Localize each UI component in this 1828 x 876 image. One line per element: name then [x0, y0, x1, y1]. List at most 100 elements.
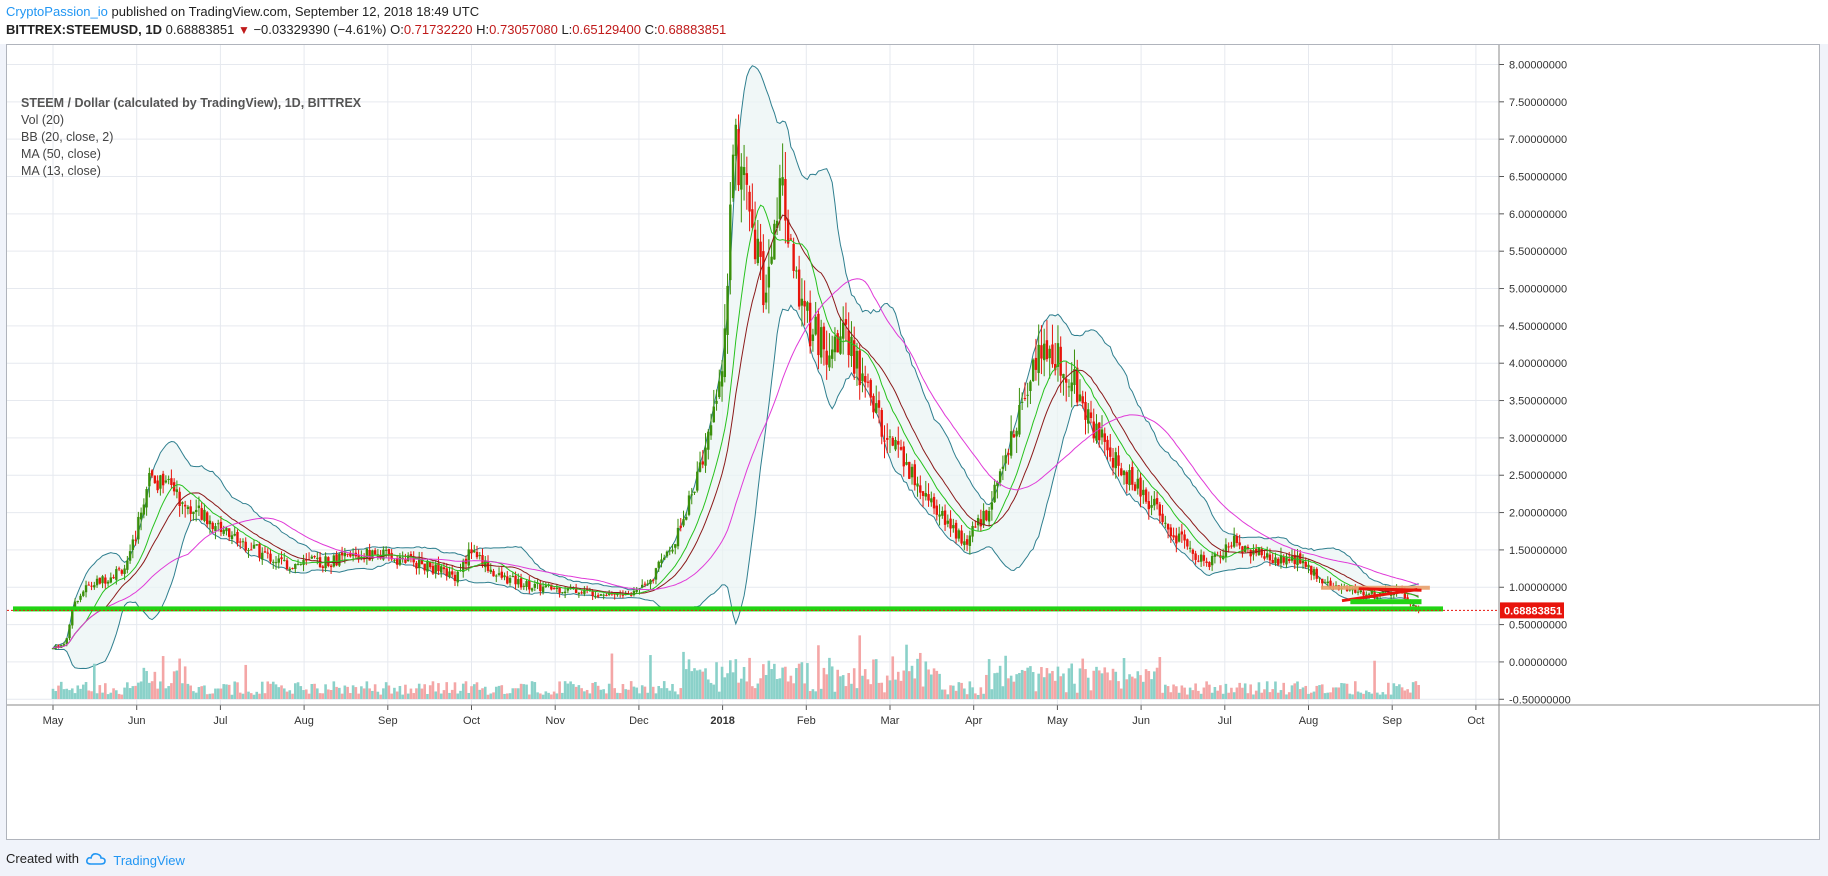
tradingview-label[interactable]: TradingView	[113, 853, 185, 868]
volume-bar	[913, 678, 917, 699]
volume-bar	[927, 669, 930, 699]
candle-body	[1161, 513, 1164, 523]
candle-body	[225, 527, 228, 532]
volume-bar	[1323, 693, 1327, 699]
volume-bar	[1103, 667, 1107, 699]
volume-bar	[1285, 694, 1288, 699]
volume-bar	[426, 694, 429, 699]
candle-body	[1329, 580, 1332, 588]
volume-bar	[288, 690, 292, 699]
open-label: O:	[390, 22, 404, 37]
volume-bar	[1337, 687, 1341, 699]
volume-bar	[1180, 685, 1184, 699]
candle-body	[296, 563, 300, 565]
x-tick-label: 2018	[710, 715, 734, 727]
candle-body	[753, 229, 757, 260]
volume-bar	[830, 666, 834, 699]
author-link[interactable]: CryptoPassion_io	[6, 4, 108, 19]
volume-bar	[172, 671, 176, 699]
indicator-ma13[interactable]: MA (13, close)	[21, 164, 101, 178]
volume-bar	[379, 694, 382, 699]
volume-bar	[825, 674, 828, 699]
volume-bar	[1351, 694, 1354, 699]
x-tick-label: Oct	[463, 715, 480, 727]
volume-bar	[1056, 666, 1060, 699]
candle-body	[1277, 558, 1280, 565]
tradingview-brand[interactable]: TradingView	[86, 848, 185, 868]
volume-bar	[1417, 684, 1420, 699]
volume-bar	[572, 684, 575, 699]
volume-bar	[189, 685, 192, 699]
volume-bar	[1026, 667, 1029, 699]
candle-body	[228, 528, 231, 537]
volume-bar	[712, 684, 716, 699]
candle-body	[844, 319, 848, 325]
candle-body	[164, 480, 168, 483]
volume-bar	[1177, 692, 1181, 699]
candle-body	[698, 462, 702, 472]
candle-body	[189, 506, 192, 514]
volume-bar	[489, 693, 493, 699]
candle-body	[183, 504, 187, 507]
candle-body	[1177, 533, 1181, 542]
candle-body	[960, 530, 963, 544]
volume-bar	[161, 656, 165, 699]
volume-bar	[863, 669, 867, 699]
candle-body	[208, 520, 212, 525]
chart-frame[interactable]: 8.00000000 7.50000000 7.00000000 6.50000000…	[6, 44, 1820, 840]
candle-body	[343, 552, 347, 557]
candle-body	[607, 593, 611, 595]
indicator-legend: STEEM / Dollar (calculated by TradingVie…	[21, 95, 361, 180]
candle-body	[580, 592, 583, 594]
volume-bar	[1064, 692, 1068, 699]
candle-body	[679, 525, 682, 528]
volume-bar	[117, 693, 121, 699]
high-value: 0.73057080	[489, 22, 558, 37]
moving-averages	[52, 204, 1419, 649]
volume-bar	[1015, 674, 1018, 699]
volume-bar	[1279, 690, 1283, 699]
volume-bar	[1169, 692, 1173, 699]
candle-body	[1230, 545, 1233, 547]
candle-body	[1188, 547, 1192, 549]
volume-bar	[720, 666, 724, 699]
candle-body	[751, 209, 754, 228]
candle-body	[605, 594, 608, 596]
candle-body	[508, 577, 512, 583]
candle-body	[1095, 423, 1098, 441]
candle-body	[1227, 546, 1230, 548]
candle-body	[197, 505, 201, 509]
volume-bar	[946, 694, 950, 699]
volume-bar	[415, 688, 418, 699]
low-label: L:	[561, 22, 573, 37]
candle-body	[1144, 489, 1148, 502]
y-tick-label: 7.50000000	[1509, 97, 1567, 109]
candle-body	[861, 373, 864, 382]
candle-body	[1109, 447, 1112, 457]
candle-body	[1087, 409, 1090, 424]
candle-body	[819, 327, 823, 358]
trend-line-up	[1341, 588, 1418, 603]
indicator-vol[interactable]: Vol (20)	[21, 113, 65, 127]
volume-bar	[150, 681, 154, 699]
indicator-bb[interactable]: BB (20, close, 2)	[21, 130, 114, 144]
volume-bar	[715, 662, 718, 699]
volume-bar	[1199, 693, 1203, 699]
candle-body	[329, 565, 333, 568]
candle-body	[803, 300, 806, 307]
volume-bar	[79, 688, 82, 699]
volume-bar	[128, 688, 132, 699]
volume-bar	[561, 692, 564, 699]
close-value: 0.68883851	[657, 22, 727, 37]
volume-bar	[602, 689, 605, 699]
x-tick-label: Sep	[1382, 715, 1402, 727]
volume-bar	[1133, 678, 1137, 699]
volume-bar	[885, 675, 889, 699]
created-with-text: Created with	[6, 851, 79, 866]
price-chart[interactable]: 8.00000000 7.50000000 7.00000000 6.50000000…	[7, 45, 1819, 839]
volume-bar	[673, 691, 677, 699]
volume-bar	[965, 694, 969, 699]
candle-body	[1070, 382, 1073, 392]
volume-bar	[751, 686, 754, 699]
indicator-ma50[interactable]: MA (50, close)	[21, 147, 101, 161]
